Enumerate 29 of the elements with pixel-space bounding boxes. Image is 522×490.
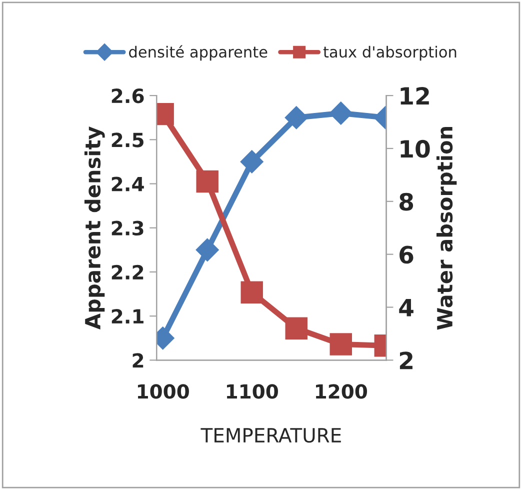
point [285, 317, 308, 340]
y2-tick-label: 2 [400, 352, 412, 370]
y2-tick-label: 6 [400, 246, 414, 264]
x-tick-label: 1200 [316, 384, 368, 399]
point [329, 102, 352, 125]
y2-tick-label: 8 [400, 192, 414, 211]
y-tick-label: 2.1 [112, 309, 144, 324]
y2-tick-label: 10 [400, 140, 430, 158]
x-tick-label: 1000 [138, 384, 189, 399]
y2-axis-title: Water absorption [436, 126, 457, 330]
point [330, 333, 352, 356]
x-tick-label: 1100 [226, 384, 278, 399]
y-tick-label: 2.3 [112, 220, 144, 236]
point [240, 281, 263, 304]
legend-label: densité apparente [129, 45, 268, 61]
y-axis-title: Apparent density [84, 126, 105, 330]
y-tick-label: 2.5 [112, 132, 144, 148]
point [284, 106, 308, 130]
legend-label: taux d'absorption [323, 46, 456, 61]
y-tick-label: 2 [132, 353, 144, 368]
point [196, 238, 219, 262]
y-tick-label: 2.6 [112, 88, 144, 104]
y2-tick-label: 12 [400, 86, 429, 105]
y2-tick-label: 4 [399, 298, 414, 316]
point [196, 170, 218, 193]
point [240, 150, 264, 174]
y-tick-label: 2.4 [112, 176, 144, 192]
x-axis-title: TEMPERATURE [200, 428, 341, 443]
y-tick-label: 2.2 [112, 264, 144, 280]
